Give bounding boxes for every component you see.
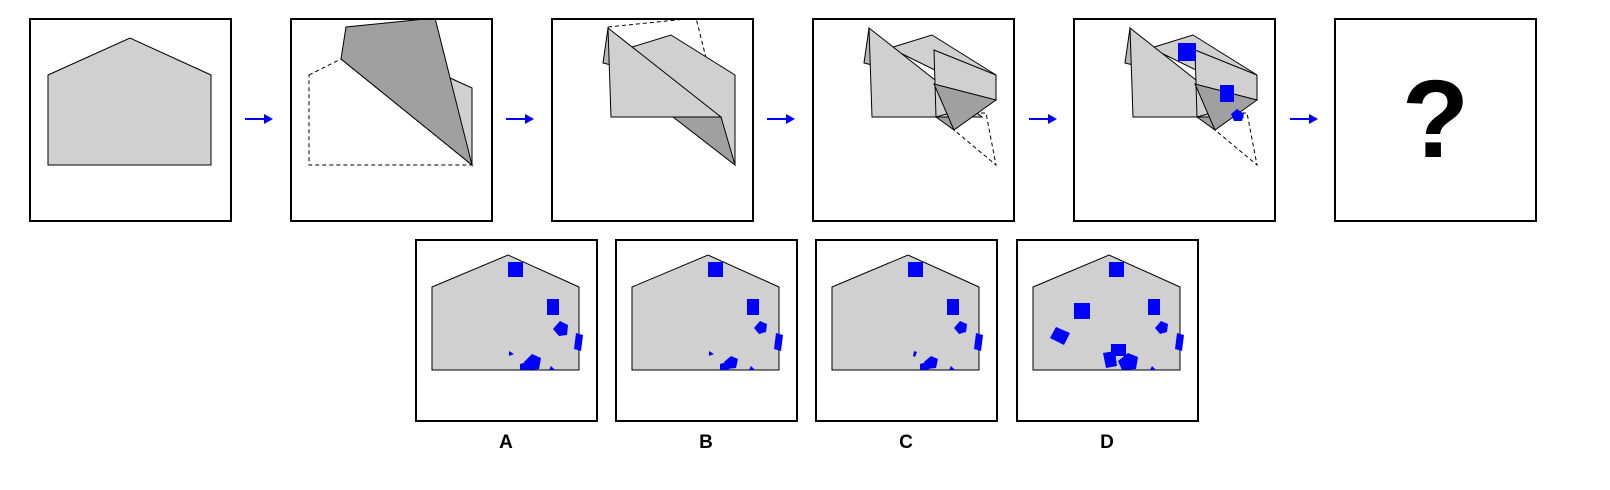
arrow-icon [1029, 114, 1057, 124]
folded-flap [340, 20, 473, 167]
punch-hole-pentagon [1118, 353, 1138, 370]
option-c-label[interactable]: C [899, 432, 913, 453]
step-3-figure [602, 20, 736, 167]
punch-hole-pentagon [524, 354, 541, 370]
step-5-figure [1124, 26, 1259, 167]
punch-hole-square [974, 333, 983, 351]
option-c-figure [831, 254, 983, 371]
punch-hole-square [908, 262, 923, 277]
paper-sheet [47, 37, 212, 166]
fold-outline-dashed [1214, 112, 1258, 167]
unfolded-paper [631, 254, 780, 371]
punch-hole-pentagon [1231, 109, 1244, 121]
step-4-figure [863, 26, 998, 167]
punch-hole-pentagon [1155, 321, 1168, 334]
unfolded-paper [831, 254, 980, 371]
step-1-figure [47, 37, 212, 166]
punch-hole-pentagon [754, 321, 767, 334]
arrow-icon [1290, 114, 1318, 124]
punch-hole-square [508, 262, 523, 277]
question-panel: ? [1334, 18, 1537, 222]
punch-hole-square [720, 362, 729, 370]
option-d-panel[interactable] [1016, 239, 1199, 422]
option-b-label[interactable]: B [699, 432, 713, 453]
punch-hole-triangle [509, 351, 514, 356]
punch-hole-square [774, 333, 783, 351]
punch-hole-square [1148, 299, 1160, 315]
punch-hole-square [1103, 351, 1117, 368]
punch-hole-square [520, 362, 529, 370]
arrow-icon [506, 114, 534, 124]
punch-hole-square [1175, 333, 1184, 351]
question-mark: ? [1401, 58, 1470, 181]
punch-hole-square [1178, 43, 1196, 61]
punch-hole-square [708, 262, 723, 277]
punch-hole-square [1109, 262, 1124, 277]
punch-hole-square [947, 299, 959, 315]
punch-hole-square [1074, 303, 1090, 319]
punch-hole-triangle [1150, 366, 1156, 370]
option-b-panel[interactable] [615, 239, 798, 422]
step-3-panel [551, 18, 754, 222]
folded-flap [607, 26, 723, 118]
folded-corner [933, 83, 998, 131]
option-d-label[interactable]: D [1100, 432, 1114, 453]
option-d-figure [1032, 254, 1184, 371]
arrow-icon [245, 114, 273, 124]
punch-hole-square [547, 299, 559, 315]
punch-hole-pentagon [954, 321, 967, 334]
step-1-panel [29, 18, 232, 222]
punch-hole-triangle [749, 366, 755, 370]
punch-hole-triangle [949, 366, 955, 370]
step-2-figure [308, 20, 474, 167]
step-4-panel [812, 18, 1015, 222]
step-5-panel [1073, 18, 1276, 222]
punch-hole-square [747, 299, 759, 315]
unfolded-paper [1032, 254, 1181, 371]
punch-hole-pentagon [553, 321, 568, 336]
arrow-icon [767, 114, 795, 124]
punch-hole-triangle [549, 366, 555, 370]
step-2-panel [290, 18, 493, 222]
fold-outline-dashed [953, 112, 997, 167]
option-c-panel[interactable] [815, 239, 998, 422]
option-a-figure [431, 254, 583, 371]
punch-hole-triangle [709, 351, 714, 356]
option-b-figure [631, 254, 783, 371]
punch-hole-square [920, 362, 929, 370]
option-a-label[interactable]: A [499, 432, 513, 453]
punch-hole-triangle [913, 351, 917, 357]
unfolded-paper [431, 254, 580, 371]
punch-hole-square [1220, 85, 1234, 102]
punch-hole-square [574, 333, 583, 351]
punch-hole-square [1050, 327, 1070, 345]
option-a-panel[interactable] [415, 239, 598, 422]
